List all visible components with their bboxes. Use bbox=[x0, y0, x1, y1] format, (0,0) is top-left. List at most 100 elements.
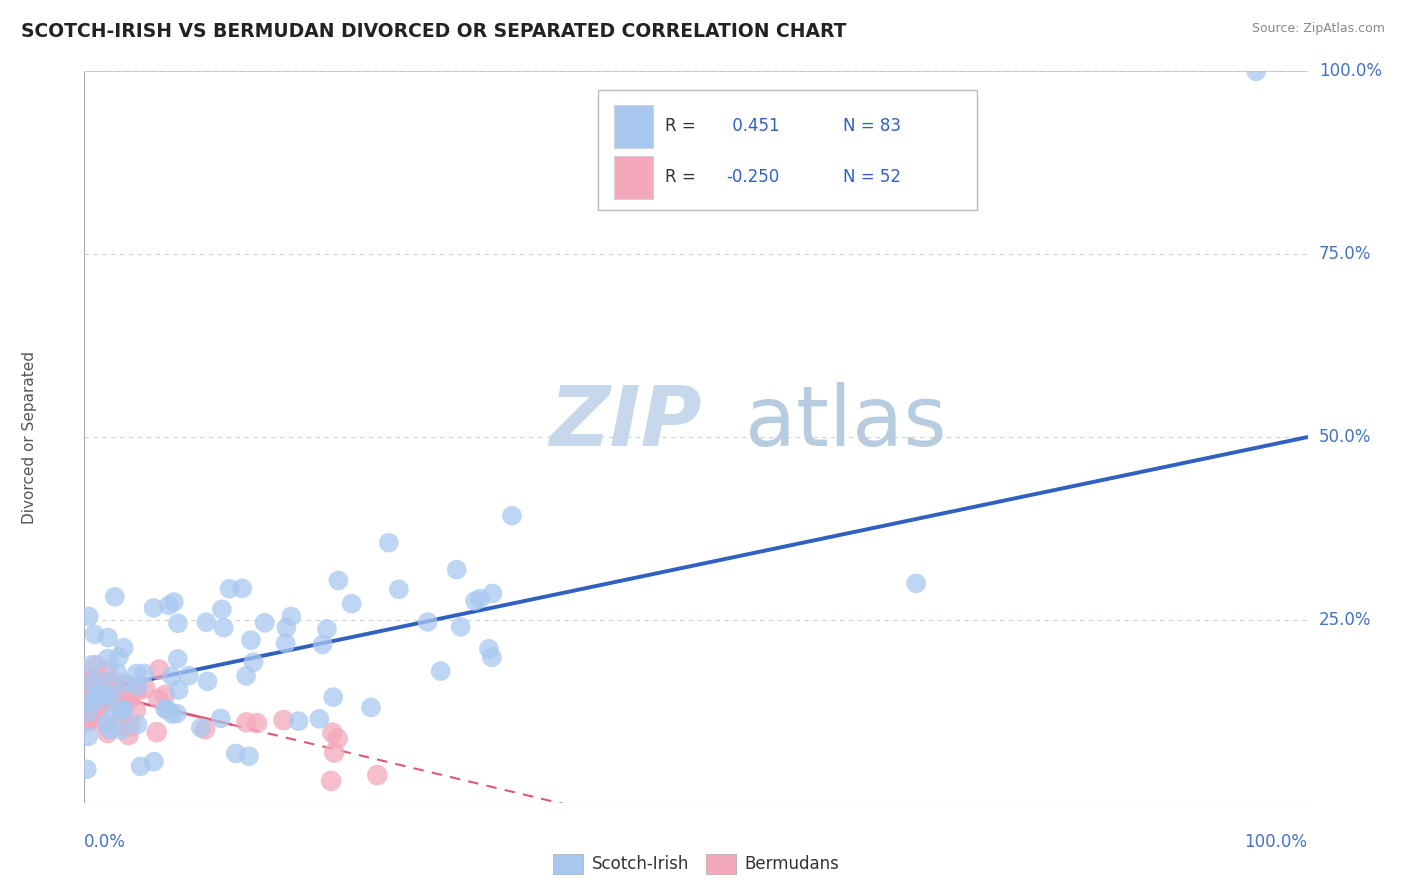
Legend: Scotch-Irish, Bermudans: Scotch-Irish, Bermudans bbox=[548, 849, 844, 879]
Text: 100.0%: 100.0% bbox=[1319, 62, 1382, 80]
Point bbox=[75, 703, 97, 717]
Point bbox=[166, 706, 188, 721]
Text: 75.0%: 75.0% bbox=[1319, 245, 1371, 263]
Point bbox=[360, 700, 382, 714]
Point bbox=[162, 707, 184, 722]
Point bbox=[177, 669, 200, 683]
Point bbox=[321, 725, 343, 739]
Point bbox=[157, 599, 180, 613]
Point bbox=[235, 669, 257, 683]
Point bbox=[96, 674, 118, 689]
Point bbox=[91, 674, 114, 689]
Point bbox=[163, 595, 186, 609]
Point bbox=[388, 582, 411, 597]
Point bbox=[153, 702, 176, 716]
Point bbox=[83, 627, 105, 641]
Point bbox=[132, 666, 155, 681]
Point bbox=[93, 694, 115, 708]
Point bbox=[75, 675, 97, 690]
Point bbox=[77, 730, 100, 744]
Point bbox=[76, 762, 98, 776]
Point bbox=[322, 690, 344, 704]
Point bbox=[195, 615, 218, 629]
Point bbox=[76, 701, 98, 715]
Point bbox=[328, 574, 350, 588]
Point bbox=[125, 703, 148, 717]
Point bbox=[231, 582, 253, 596]
Point bbox=[75, 714, 97, 729]
Point bbox=[190, 721, 212, 735]
Point bbox=[167, 616, 190, 631]
Text: atlas: atlas bbox=[745, 382, 946, 463]
Point bbox=[450, 620, 472, 634]
Point bbox=[86, 658, 108, 673]
Point bbox=[326, 731, 349, 746]
Point bbox=[75, 696, 97, 710]
Point bbox=[446, 563, 468, 577]
Point bbox=[76, 705, 98, 719]
Point bbox=[93, 694, 115, 708]
Point bbox=[416, 615, 439, 629]
Text: Source: ZipAtlas.com: Source: ZipAtlas.com bbox=[1251, 22, 1385, 36]
Text: Divorced or Separated: Divorced or Separated bbox=[22, 351, 37, 524]
Point bbox=[280, 609, 302, 624]
Point bbox=[378, 535, 401, 549]
Point bbox=[148, 691, 170, 706]
Text: 100.0%: 100.0% bbox=[1244, 833, 1308, 851]
Point bbox=[153, 688, 176, 702]
Point bbox=[311, 637, 333, 651]
Point bbox=[316, 622, 339, 636]
Point bbox=[108, 699, 131, 714]
Point bbox=[127, 717, 149, 731]
Point bbox=[77, 609, 100, 624]
Point bbox=[156, 702, 179, 716]
Point bbox=[366, 768, 388, 782]
Point bbox=[117, 728, 139, 742]
Text: N = 52: N = 52 bbox=[842, 169, 901, 186]
Point bbox=[246, 716, 269, 731]
Point bbox=[94, 688, 117, 702]
Point bbox=[86, 680, 108, 694]
Point bbox=[120, 690, 142, 704]
Point bbox=[104, 677, 127, 691]
Text: 0.0%: 0.0% bbox=[84, 833, 127, 851]
Point bbox=[194, 722, 217, 736]
Point bbox=[129, 759, 152, 773]
Point bbox=[107, 650, 129, 665]
Point bbox=[125, 684, 148, 698]
Point bbox=[211, 602, 233, 616]
Point bbox=[142, 755, 165, 769]
FancyBboxPatch shape bbox=[598, 90, 977, 211]
Point bbox=[108, 714, 131, 729]
Point bbox=[134, 681, 156, 696]
Point bbox=[478, 641, 501, 656]
Point bbox=[89, 690, 111, 704]
Point bbox=[274, 636, 297, 650]
Point bbox=[79, 675, 101, 690]
Text: 0.451: 0.451 bbox=[727, 117, 779, 136]
Point bbox=[225, 747, 247, 761]
Point bbox=[87, 691, 110, 706]
Point bbox=[86, 687, 108, 701]
Point bbox=[77, 695, 100, 709]
Point bbox=[97, 631, 120, 645]
Point bbox=[276, 621, 298, 635]
Point bbox=[308, 712, 330, 726]
Point bbox=[77, 674, 100, 689]
Point bbox=[120, 719, 142, 733]
Point bbox=[87, 674, 110, 689]
Point bbox=[166, 652, 188, 666]
Point bbox=[96, 716, 118, 731]
Point bbox=[89, 693, 111, 707]
Text: R =: R = bbox=[665, 169, 696, 186]
Point bbox=[218, 582, 240, 596]
Point bbox=[321, 773, 343, 788]
Point bbox=[103, 705, 125, 719]
FancyBboxPatch shape bbox=[614, 156, 654, 199]
Point bbox=[242, 655, 264, 669]
Text: -0.250: -0.250 bbox=[727, 169, 780, 186]
Point bbox=[100, 686, 122, 700]
Point bbox=[79, 671, 101, 685]
Point bbox=[1244, 64, 1267, 78]
Point bbox=[80, 711, 103, 725]
